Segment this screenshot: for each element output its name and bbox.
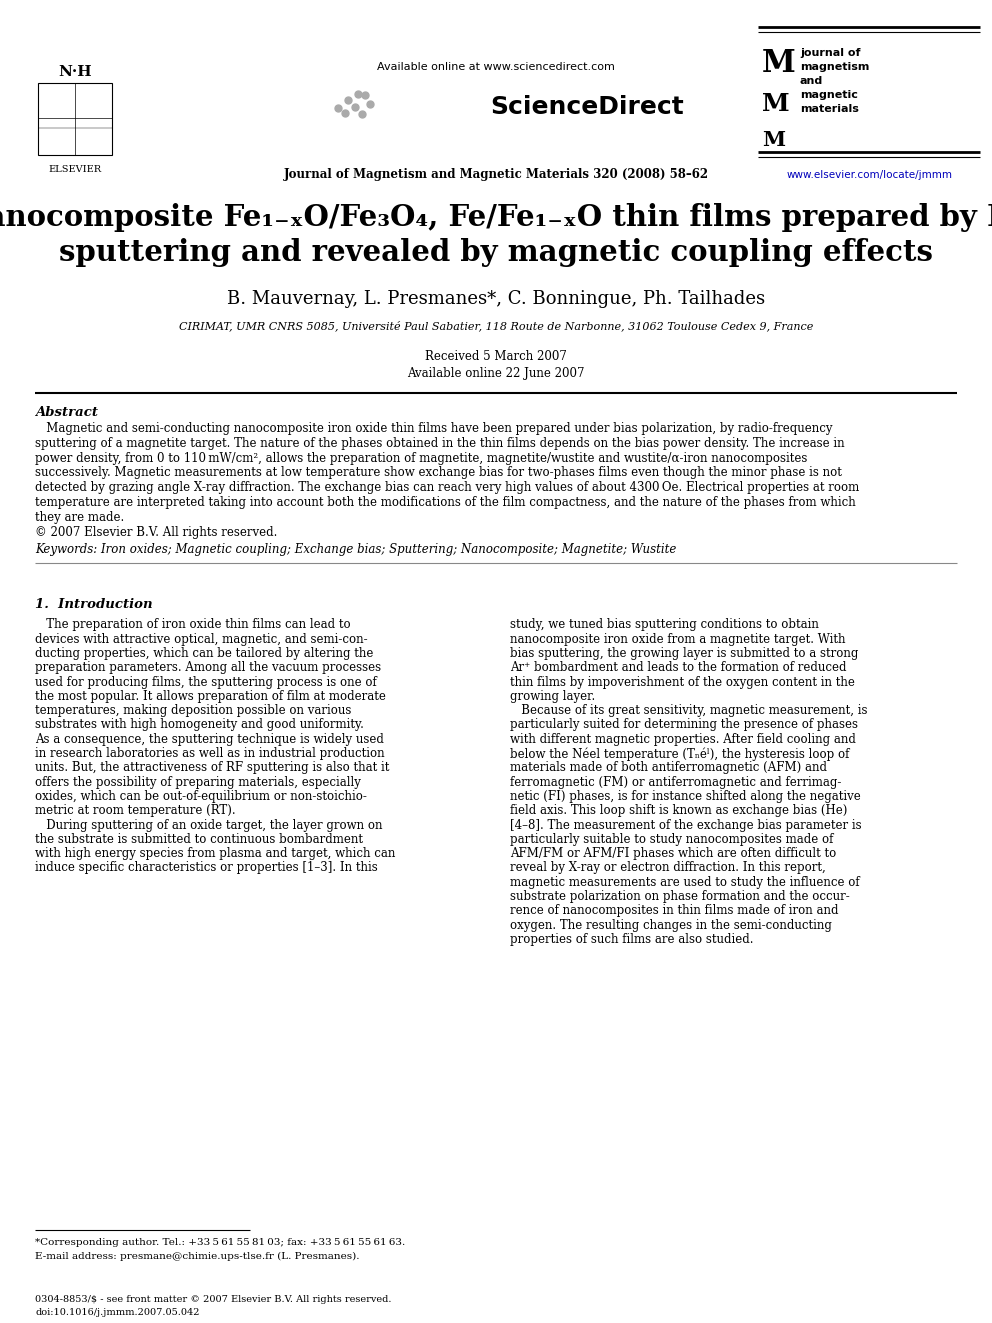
Text: power density, from 0 to 110 mW/cm², allows the preparation of magnetite, magnet: power density, from 0 to 110 mW/cm², all… bbox=[35, 451, 807, 464]
Text: materials: materials bbox=[800, 105, 859, 114]
Bar bbox=[38, 83, 112, 155]
Text: M: M bbox=[762, 48, 796, 79]
Text: N·H: N·H bbox=[59, 65, 92, 79]
Text: the substrate is submitted to continuous bombardment: the substrate is submitted to continuous… bbox=[35, 833, 363, 845]
Text: ferromagnetic (FM) or antiferromagnetic and ferrimag-: ferromagnetic (FM) or antiferromagnetic … bbox=[510, 775, 841, 789]
Text: B. Mauvernay, L. Presmanes*, C. Bonningue, Ph. Tailhades: B. Mauvernay, L. Presmanes*, C. Bonningu… bbox=[227, 290, 765, 308]
Text: rence of nanocomposites in thin films made of iron and: rence of nanocomposites in thin films ma… bbox=[510, 905, 838, 917]
Text: M: M bbox=[762, 130, 785, 149]
Text: Keywords: Iron oxides; Magnetic coupling; Exchange bias; Sputtering; Nanocomposi: Keywords: Iron oxides; Magnetic coupling… bbox=[35, 544, 677, 557]
Text: particularly suitable to study nanocomposites made of: particularly suitable to study nanocompo… bbox=[510, 833, 833, 845]
Text: ScienceDirect: ScienceDirect bbox=[490, 95, 683, 119]
Text: netic (FI) phases, is for instance shifted along the negative: netic (FI) phases, is for instance shift… bbox=[510, 790, 861, 803]
Text: Magnetic and semi-conducting nanocomposite iron oxide thin films have been prepa: Magnetic and semi-conducting nanocomposi… bbox=[35, 422, 832, 435]
Text: they are made.: they are made. bbox=[35, 511, 124, 524]
Text: © 2007 Elsevier B.V. All rights reserved.: © 2007 Elsevier B.V. All rights reserved… bbox=[35, 525, 278, 538]
Text: magnetic: magnetic bbox=[800, 90, 858, 101]
Text: particularly suited for determining the presence of phases: particularly suited for determining the … bbox=[510, 718, 858, 732]
Text: www.elsevier.com/locate/jmmm: www.elsevier.com/locate/jmmm bbox=[787, 169, 953, 180]
Text: substrates with high homogeneity and good uniformity.: substrates with high homogeneity and goo… bbox=[35, 718, 364, 732]
Text: reveal by X-ray or electron diffraction. In this report,: reveal by X-ray or electron diffraction.… bbox=[510, 861, 825, 875]
Text: temperature are interpreted taking into account both the modifications of the fi: temperature are interpreted taking into … bbox=[35, 496, 856, 509]
Text: offers the possibility of preparing materials, especially: offers the possibility of preparing mate… bbox=[35, 775, 361, 789]
Text: units. But, the attractiveness of RF sputtering is also that it: units. But, the attractiveness of RF spu… bbox=[35, 762, 390, 774]
Text: sputtering of a magnetite target. The nature of the phases obtained in the thin : sputtering of a magnetite target. The na… bbox=[35, 437, 844, 450]
Text: study, we tuned bias sputtering conditions to obtain: study, we tuned bias sputtering conditio… bbox=[510, 618, 818, 631]
Text: journal of: journal of bbox=[800, 48, 860, 58]
Text: As a consequence, the sputtering technique is widely used: As a consequence, the sputtering techniq… bbox=[35, 733, 384, 746]
Text: below the Néel temperature (Tₙéˡ), the hysteresis loop of: below the Néel temperature (Tₙéˡ), the h… bbox=[510, 747, 849, 761]
Text: The preparation of iron oxide thin films can lead to: The preparation of iron oxide thin films… bbox=[35, 618, 350, 631]
Text: Available online at www.sciencedirect.com: Available online at www.sciencedirect.co… bbox=[377, 62, 615, 71]
Text: ELSEVIER: ELSEVIER bbox=[49, 165, 101, 175]
Text: thin films by impoverishment of the oxygen content in the: thin films by impoverishment of the oxyg… bbox=[510, 676, 855, 688]
Text: detected by grazing angle X-ray diffraction. The exchange bias can reach very hi: detected by grazing angle X-ray diffract… bbox=[35, 482, 859, 495]
Text: field axis. This loop shift is known as exchange bias (He): field axis. This loop shift is known as … bbox=[510, 804, 847, 818]
Text: Available online 22 June 2007: Available online 22 June 2007 bbox=[408, 366, 584, 380]
Text: Because of its great sensitivity, magnetic measurement, is: Because of its great sensitivity, magnet… bbox=[510, 704, 867, 717]
Text: During sputtering of an oxide target, the layer grown on: During sputtering of an oxide target, th… bbox=[35, 819, 383, 832]
Text: 0304-8853/$ - see front matter © 2007 Elsevier B.V. All rights reserved.: 0304-8853/$ - see front matter © 2007 El… bbox=[35, 1295, 392, 1304]
Text: Journal of Magnetism and Magnetic Materials 320 (2008) 58–62: Journal of Magnetism and Magnetic Materi… bbox=[284, 168, 708, 181]
Text: with different magnetic properties. After field cooling and: with different magnetic properties. Afte… bbox=[510, 733, 856, 746]
Text: magnetic measurements are used to study the influence of: magnetic measurements are used to study … bbox=[510, 876, 860, 889]
Text: Nanocomposite Fe₁₋ₓO/Fe₃O₄, Fe/Fe₁₋ₓO thin films prepared by RF: Nanocomposite Fe₁₋ₓO/Fe₃O₄, Fe/Fe₁₋ₓO th… bbox=[0, 202, 992, 232]
Text: materials made of both antiferromagnetic (AFM) and: materials made of both antiferromagnetic… bbox=[510, 762, 827, 774]
Text: *Corresponding author. Tel.: +33 5 61 55 81 03; fax: +33 5 61 55 61 63.: *Corresponding author. Tel.: +33 5 61 55… bbox=[35, 1238, 406, 1248]
Text: with high energy species from plasma and target, which can: with high energy species from plasma and… bbox=[35, 847, 396, 860]
Text: bias sputtering, the growing layer is submitted to a strong: bias sputtering, the growing layer is su… bbox=[510, 647, 858, 660]
Text: growing layer.: growing layer. bbox=[510, 689, 595, 703]
Text: metric at room temperature (RT).: metric at room temperature (RT). bbox=[35, 804, 236, 818]
Text: devices with attractive optical, magnetic, and semi-con-: devices with attractive optical, magneti… bbox=[35, 632, 368, 646]
Text: in research laboratories as well as in industrial production: in research laboratories as well as in i… bbox=[35, 747, 385, 761]
Text: substrate polarization on phase formation and the occur-: substrate polarization on phase formatio… bbox=[510, 890, 850, 904]
Text: sputtering and revealed by magnetic coupling effects: sputtering and revealed by magnetic coup… bbox=[59, 238, 933, 267]
Text: used for producing films, the sputtering process is one of: used for producing films, the sputtering… bbox=[35, 676, 377, 688]
Text: CIRIMAT, UMR CNRS 5085, Université Paul Sabatier, 118 Route de Narbonne, 31062 T: CIRIMAT, UMR CNRS 5085, Université Paul … bbox=[179, 320, 813, 331]
Text: induce specific characteristics or properties [1–3]. In this: induce specific characteristics or prope… bbox=[35, 861, 378, 875]
Text: magnetism: magnetism bbox=[800, 62, 869, 71]
Text: E-mail address: presmane@chimie.ups-tlse.fr (L. Presmanes).: E-mail address: presmane@chimie.ups-tlse… bbox=[35, 1252, 359, 1261]
Text: Abstract: Abstract bbox=[35, 406, 98, 419]
Text: Received 5 March 2007: Received 5 March 2007 bbox=[425, 351, 567, 363]
Text: 1.  Introduction: 1. Introduction bbox=[35, 598, 153, 611]
Text: preparation parameters. Among all the vacuum processes: preparation parameters. Among all the va… bbox=[35, 662, 381, 675]
Text: oxides, which can be out-of-equilibrium or non-stoichio-: oxides, which can be out-of-equilibrium … bbox=[35, 790, 367, 803]
Text: M: M bbox=[762, 93, 790, 116]
Text: ducting properties, which can be tailored by altering the: ducting properties, which can be tailore… bbox=[35, 647, 373, 660]
Text: AFM/FM or AFM/FI phases which are often difficult to: AFM/FM or AFM/FI phases which are often … bbox=[510, 847, 836, 860]
Text: nanocomposite iron oxide from a magnetite target. With: nanocomposite iron oxide from a magnetit… bbox=[510, 632, 845, 646]
Text: Ar⁺ bombardment and leads to the formation of reduced: Ar⁺ bombardment and leads to the formati… bbox=[510, 662, 846, 675]
Text: doi:10.1016/j.jmmm.2007.05.042: doi:10.1016/j.jmmm.2007.05.042 bbox=[35, 1308, 199, 1316]
Text: properties of such films are also studied.: properties of such films are also studie… bbox=[510, 933, 754, 946]
Text: successively. Magnetic measurements at low temperature show exchange bias for tw: successively. Magnetic measurements at l… bbox=[35, 467, 842, 479]
Text: [4–8]. The measurement of the exchange bias parameter is: [4–8]. The measurement of the exchange b… bbox=[510, 819, 862, 832]
Text: and: and bbox=[800, 75, 823, 86]
Text: oxygen. The resulting changes in the semi-conducting: oxygen. The resulting changes in the sem… bbox=[510, 918, 832, 931]
Text: temperatures, making deposition possible on various: temperatures, making deposition possible… bbox=[35, 704, 351, 717]
Text: the most popular. It allows preparation of film at moderate: the most popular. It allows preparation … bbox=[35, 689, 386, 703]
